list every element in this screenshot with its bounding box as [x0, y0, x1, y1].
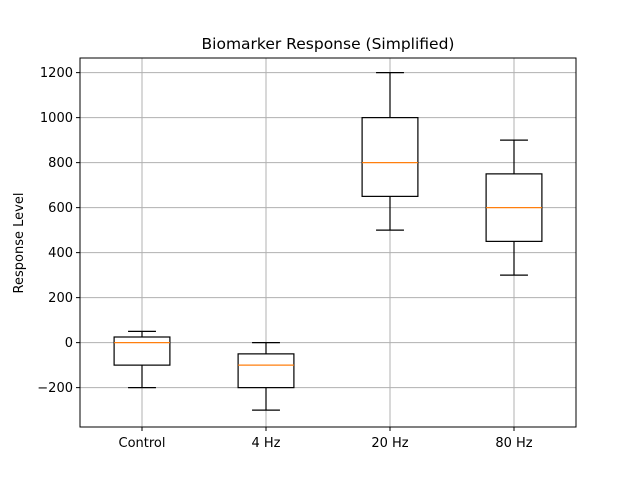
box-80-hz	[485, 139, 543, 276]
iqr-box	[237, 353, 295, 389]
boxes	[113, 72, 543, 411]
plot-frame	[79, 57, 577, 428]
x-tick-label: 20 Hz	[371, 436, 408, 451]
x-tick-label: Control	[119, 436, 166, 451]
x-tick-label: 80 Hz	[495, 436, 532, 451]
x-tick-label: 4 Hz	[251, 436, 280, 451]
y-tick-label: 800	[48, 156, 73, 171]
x-axis: Control 4 Hz 20 Hz 80 Hz	[119, 427, 533, 451]
y-axis-label: Response Level	[12, 193, 27, 294]
iqr-box	[361, 117, 419, 197]
y-tick-label: 200	[48, 291, 73, 306]
iqr-box	[113, 336, 171, 366]
box-control	[113, 330, 171, 389]
y-tick-label: 0	[65, 336, 73, 351]
y-tick-label: 600	[48, 201, 73, 216]
y-tick-label: 400	[48, 246, 73, 261]
y-tick-label: 1000	[40, 111, 73, 126]
box-4-hz	[237, 342, 295, 411]
box-20-hz	[361, 72, 419, 231]
y-tick-label: 1200	[40, 66, 73, 81]
y-axis: −200 0 200 400 600 800 1000 1200	[37, 66, 80, 396]
chart-title: Biomarker Response (Simplified)	[202, 35, 455, 53]
y-tick-label: −200	[37, 381, 73, 396]
